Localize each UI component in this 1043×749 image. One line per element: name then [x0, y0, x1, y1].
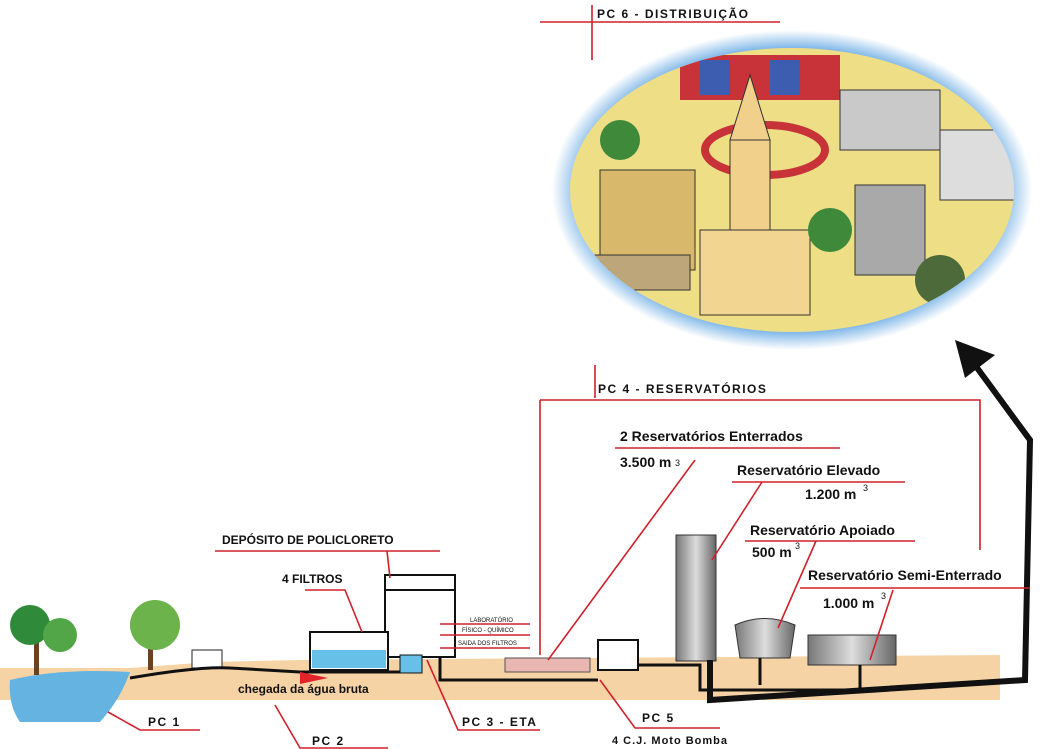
building	[840, 90, 940, 150]
pc4-lines	[540, 365, 980, 655]
filters-label: 4 FILTROS	[282, 572, 342, 586]
eta-building	[385, 575, 455, 657]
raw-water-arrival: chegada da água bruta	[238, 682, 369, 696]
pc4-label: PC 4 - RESERVATÓRIOS	[598, 381, 767, 396]
reservoir-name: 2 Reservatórios Enterrados	[620, 428, 803, 444]
volume-exponent: 3	[881, 591, 886, 601]
pc3-label: PC 3 - ETA	[462, 715, 537, 729]
leader	[305, 590, 362, 632]
intake-house	[192, 650, 222, 668]
roof	[700, 60, 730, 95]
pc6-label: PC 6 - DISTRIBUIÇÃO	[597, 6, 750, 21]
volume-exponent: 3	[795, 541, 800, 551]
body: PC 6 - DISTRIBUIÇÃO PC 4 - RESERVATÓRIOS…	[0, 0, 1043, 749]
building	[855, 185, 925, 275]
semi-buried-reservoir	[808, 635, 896, 665]
tree	[600, 120, 640, 160]
reservoir-name: Reservatório Apoiado	[750, 522, 895, 538]
diagram: PC 6 - DISTRIBUIÇÃO PC 4 - RESERVATÓRIOS…	[0, 0, 1043, 749]
pc2-label: PC 2	[312, 734, 345, 748]
lab-label: FÍSICO - QUÍMICO	[462, 627, 514, 634]
supported-reservoir	[735, 619, 795, 659]
lab-label: LABORATÓRIO	[470, 617, 513, 624]
reservoir-volume: 1.000 m	[823, 595, 874, 611]
arrow-head	[955, 340, 995, 378]
church	[700, 230, 810, 315]
tree-top	[43, 618, 77, 652]
deposit-label: DEPÓSITO DE POLICLORETO	[222, 532, 394, 547]
reservoir-volume: 1.200 m	[805, 486, 856, 502]
pc5-label: PC 5	[642, 711, 675, 725]
tree-top	[130, 600, 180, 650]
pump-house	[598, 640, 638, 670]
page: Sistema de abastecimento {"distribution"…	[0, 0, 1043, 749]
reservoir-volume: 3.500 m	[620, 454, 671, 470]
tree	[808, 208, 852, 252]
buried-reservoirs	[505, 658, 590, 672]
filter-water	[312, 650, 386, 668]
reservoir-name: Reservatório Elevado	[737, 462, 880, 478]
lab-label: SAIDA DOS FILTROS	[458, 641, 517, 647]
roof	[770, 60, 800, 95]
trees	[10, 600, 180, 675]
volume-exponent: 3	[675, 458, 680, 468]
elevated-reservoir	[676, 535, 716, 661]
eta-tank	[400, 655, 422, 673]
volume-exponent: 3	[863, 483, 868, 493]
pumps-label: 4 C.J. Moto Bomba	[612, 735, 728, 747]
pc1-label: PC 1	[148, 715, 181, 729]
reservoir-name: Reservatório Semi-Enterrado	[808, 567, 1002, 583]
reservoir-volume: 500 m	[752, 544, 792, 560]
